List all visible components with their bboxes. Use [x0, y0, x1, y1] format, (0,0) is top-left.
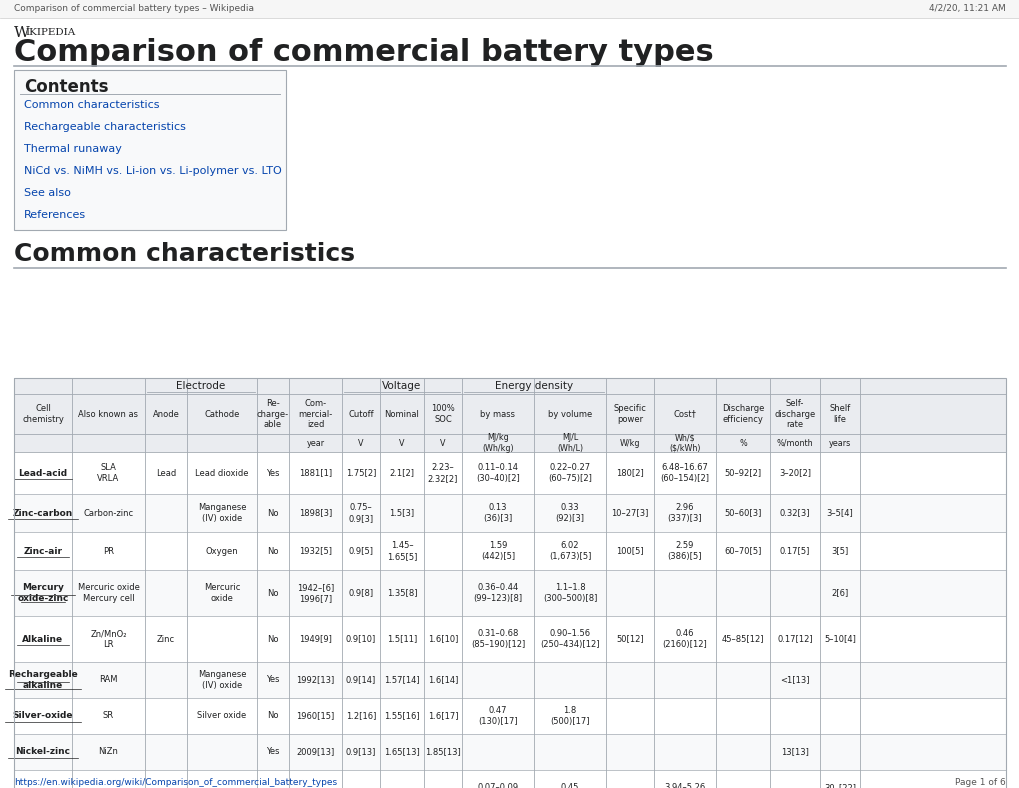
Text: 100%
SOC: 100% SOC [431, 404, 454, 424]
Text: 1.85[13]: 1.85[13] [425, 748, 461, 756]
Text: 2.96
(337)[3]: 2.96 (337)[3] [667, 504, 702, 522]
Text: 1932[5]: 1932[5] [299, 547, 331, 556]
Text: 0.13
(36)[3]: 0.13 (36)[3] [483, 504, 513, 522]
Text: Specific
power: Specific power [613, 404, 646, 424]
Text: 13[13]: 13[13] [781, 748, 808, 756]
Text: 1898[3]: 1898[3] [299, 508, 332, 518]
Bar [0, 0, 1019, 18]
Text: https://en.wikipedia.org/wiki/Comparison_of_commercial_battery_types: https://en.wikipedia.org/wiki/Comparison… [14, 778, 337, 787]
Text: Silver-oxide: Silver-oxide [12, 712, 73, 720]
Text: Manganese
(IV) oxide: Manganese (IV) oxide [198, 671, 246, 690]
Text: 0.45
(125)[21]: 0.45 (125)[21] [550, 783, 589, 788]
Text: W: W [14, 26, 30, 40]
Text: Voltage: Voltage [382, 381, 421, 391]
Bar [14, 662, 1005, 698]
Text: 1.2[16]: 1.2[16] [345, 712, 376, 720]
Text: Zinc-air: Zinc-air [23, 547, 62, 556]
Text: No: No [267, 547, 278, 556]
Text: %: % [739, 438, 746, 448]
Text: Comparison of commercial battery types – Wikipedia: Comparison of commercial battery types –… [14, 4, 254, 13]
Text: 1.55[16]: 1.55[16] [384, 712, 420, 720]
Text: 1881[1]: 1881[1] [299, 469, 332, 478]
Text: IKIPEDIA: IKIPEDIA [25, 28, 75, 37]
Text: 2.23–
2.32[2]: 2.23– 2.32[2] [427, 463, 458, 483]
Text: 1949[9]: 1949[9] [299, 634, 331, 644]
Text: Nickel-zinc: Nickel-zinc [15, 748, 70, 756]
Text: 100[5]: 100[5] [615, 547, 643, 556]
Text: Contents: Contents [24, 78, 108, 96]
Text: No: No [267, 634, 278, 644]
Text: 50–92[2]: 50–92[2] [723, 469, 761, 478]
Text: Nominal: Nominal [384, 410, 419, 418]
Text: 0.9[5]: 0.9[5] [348, 547, 373, 556]
Text: 0.31–0.68
(85–190)[12]: 0.31–0.68 (85–190)[12] [471, 630, 525, 649]
Text: 30–[22]
50[23][24]: 30–[22] 50[23][24] [817, 783, 862, 788]
Text: Mercuric
oxide: Mercuric oxide [204, 583, 239, 603]
Text: 6.02
(1,673)[5]: 6.02 (1,673)[5] [548, 541, 591, 561]
Text: Yes: Yes [266, 748, 279, 756]
Text: Silver oxide: Silver oxide [198, 712, 247, 720]
Text: No: No [267, 589, 278, 597]
Bar [14, 616, 1005, 662]
Text: 180[2]: 180[2] [615, 469, 643, 478]
Text: 0.17[12]: 0.17[12] [776, 634, 812, 644]
Text: Zinc: Zinc [157, 634, 175, 644]
Text: Mercuric oxide
Mercury cell: Mercuric oxide Mercury cell [77, 583, 140, 603]
Bar [14, 570, 1005, 616]
Text: 10–27[3]: 10–27[3] [610, 508, 648, 518]
Text: 0.46
(2160)[12]: 0.46 (2160)[12] [662, 630, 707, 649]
Text: Zn/MnO₂
LR: Zn/MnO₂ LR [90, 630, 126, 649]
Text: Discharge
efficiency: Discharge efficiency [721, 404, 763, 424]
Bar [14, 494, 1005, 532]
Bar [14, 434, 1005, 452]
Text: Electrode: Electrode [176, 381, 225, 391]
Text: No: No [267, 508, 278, 518]
Text: 1.8
(500)[17]: 1.8 (500)[17] [549, 706, 589, 726]
Text: 0.36–0.44
(99–123)[8]: 0.36–0.44 (99–123)[8] [473, 583, 522, 603]
Text: 3.94–5.26
(190–254)[1]: 3.94–5.26 (190–254)[1] [657, 783, 711, 788]
Text: 1.6[17]: 1.6[17] [427, 712, 458, 720]
Text: Cathode: Cathode [204, 410, 239, 418]
Text: Lead-acid: Lead-acid [18, 469, 67, 478]
Text: 0.9[14]: 0.9[14] [345, 675, 376, 685]
Text: MJ/kg
(Wh/kg): MJ/kg (Wh/kg) [482, 433, 514, 452]
Text: 0.9[8]: 0.9[8] [348, 589, 373, 597]
Text: No: No [267, 712, 278, 720]
Text: MJ/L
(Wh/L): MJ/L (Wh/L) [556, 433, 583, 452]
Text: by mass: by mass [480, 410, 515, 418]
Text: Lead dioxide: Lead dioxide [195, 469, 249, 478]
Text: NiZn: NiZn [99, 748, 118, 756]
Text: Common characteristics: Common characteristics [24, 100, 159, 110]
Text: 0.47
(130)[17]: 0.47 (130)[17] [478, 706, 518, 726]
Text: Cutoff: Cutoff [347, 410, 373, 418]
Text: Com-
mercial-
ized: Com- mercial- ized [299, 399, 332, 429]
Bar [14, 378, 1005, 394]
Text: Thermal runaway: Thermal runaway [24, 144, 121, 154]
Text: 1.35[8]: 1.35[8] [386, 589, 417, 597]
Text: PR: PR [103, 547, 114, 556]
Text: Alkaline: Alkaline [22, 634, 63, 644]
Text: 50[12]: 50[12] [615, 634, 643, 644]
Text: V: V [440, 438, 445, 448]
Bar [14, 378, 1005, 788]
Text: 0.90–1.56
(250–434)[12]: 0.90–1.56 (250–434)[12] [540, 630, 599, 649]
Text: 2009[13]: 2009[13] [297, 748, 334, 756]
Text: 3–5[4]: 3–5[4] [825, 508, 853, 518]
Text: Energy density: Energy density [494, 381, 573, 391]
Text: 0.9[13]: 0.9[13] [345, 748, 376, 756]
Text: W/kg: W/kg [620, 438, 640, 448]
Text: 1.45–
1.65[5]: 1.45– 1.65[5] [386, 541, 417, 561]
Bar [14, 452, 1005, 494]
Text: References: References [24, 210, 86, 220]
Text: 60–70[5]: 60–70[5] [723, 547, 761, 556]
Text: Also known as: Also known as [78, 410, 139, 418]
Text: Oxygen: Oxygen [206, 547, 238, 556]
Text: 1.5[11]: 1.5[11] [386, 634, 417, 644]
Text: 4/2/20, 11:21 AM: 4/2/20, 11:21 AM [928, 4, 1005, 13]
Bar [14, 698, 1005, 734]
Text: 1.5[3]: 1.5[3] [389, 508, 414, 518]
Text: 1.59
(442)[5]: 1.59 (442)[5] [481, 541, 515, 561]
Text: 1.65[13]: 1.65[13] [384, 748, 420, 756]
Text: Self-
discharge
rate: Self- discharge rate [773, 399, 815, 429]
Text: 3–20[2]: 3–20[2] [779, 469, 810, 478]
